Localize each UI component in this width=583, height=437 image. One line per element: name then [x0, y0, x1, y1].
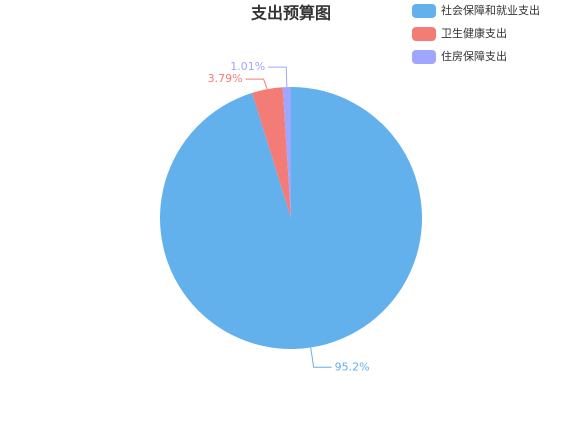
data-label: 1.01% — [230, 60, 265, 73]
data-label: 95.2% — [335, 360, 370, 373]
legend-label: 住房保障支出 — [441, 49, 507, 63]
label-line — [310, 347, 332, 368]
label-line — [245, 78, 268, 90]
legend-swatch — [412, 50, 436, 64]
pie-slice — [282, 87, 291, 218]
legend-swatch — [412, 27, 436, 41]
legend-label: 卫生健康支出 — [441, 26, 507, 40]
chart-title: 支出预算图 — [250, 4, 331, 23]
pie-slice — [252, 87, 291, 218]
data-label: 3.79% — [208, 72, 243, 85]
legend-swatch — [412, 4, 436, 18]
legend-label: 社会保障和就业支出 — [441, 3, 540, 17]
label-line — [268, 66, 288, 88]
